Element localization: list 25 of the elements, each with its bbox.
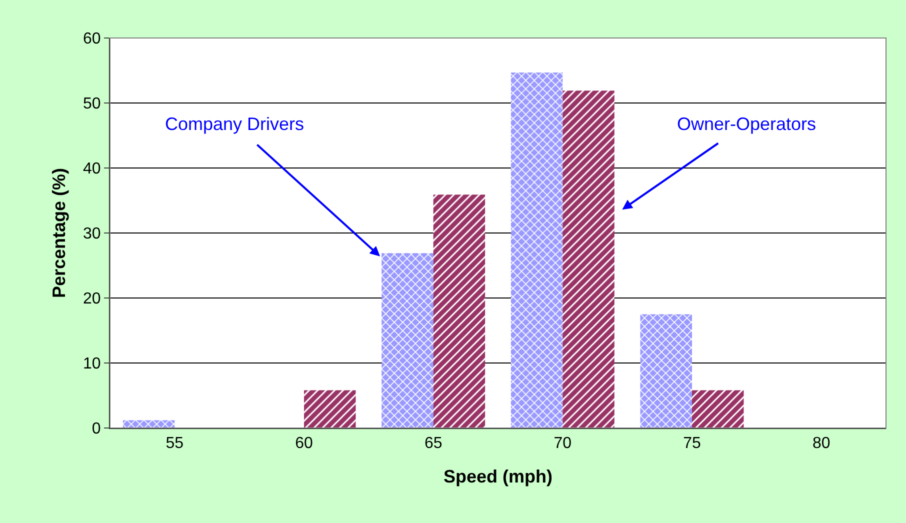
y-axis-title: Percentage (%) <box>49 168 70 298</box>
bar <box>562 90 614 428</box>
text: Owner-Operators <box>677 114 816 134</box>
bar <box>692 390 744 428</box>
y-tick-label: 50 <box>83 96 101 113</box>
x-tick-label: 75 <box>683 435 701 452</box>
bar <box>122 420 175 428</box>
bar <box>640 314 692 428</box>
x-tick-label: 60 <box>295 435 313 452</box>
x-tick-label: 55 <box>166 435 184 452</box>
y-tick-label: 20 <box>83 290 101 308</box>
text: Company Drivers <box>165 114 304 134</box>
x-tick-label: 80 <box>812 435 830 452</box>
y-tick-label: 0 <box>92 420 101 438</box>
y-tick-label: 60 <box>83 30 101 48</box>
bar <box>382 253 434 428</box>
y-tick-label: 30 <box>83 226 101 243</box>
y-tick-label: 40 <box>83 160 101 178</box>
bar <box>510 72 563 428</box>
y-tick-label: 10 <box>83 356 101 373</box>
x-axis-title: Speed (mph) <box>443 466 553 486</box>
bar <box>304 390 356 428</box>
x-tick-label: 70 <box>554 435 572 452</box>
x-tick-label: 65 <box>424 435 442 452</box>
bar <box>433 194 486 428</box>
